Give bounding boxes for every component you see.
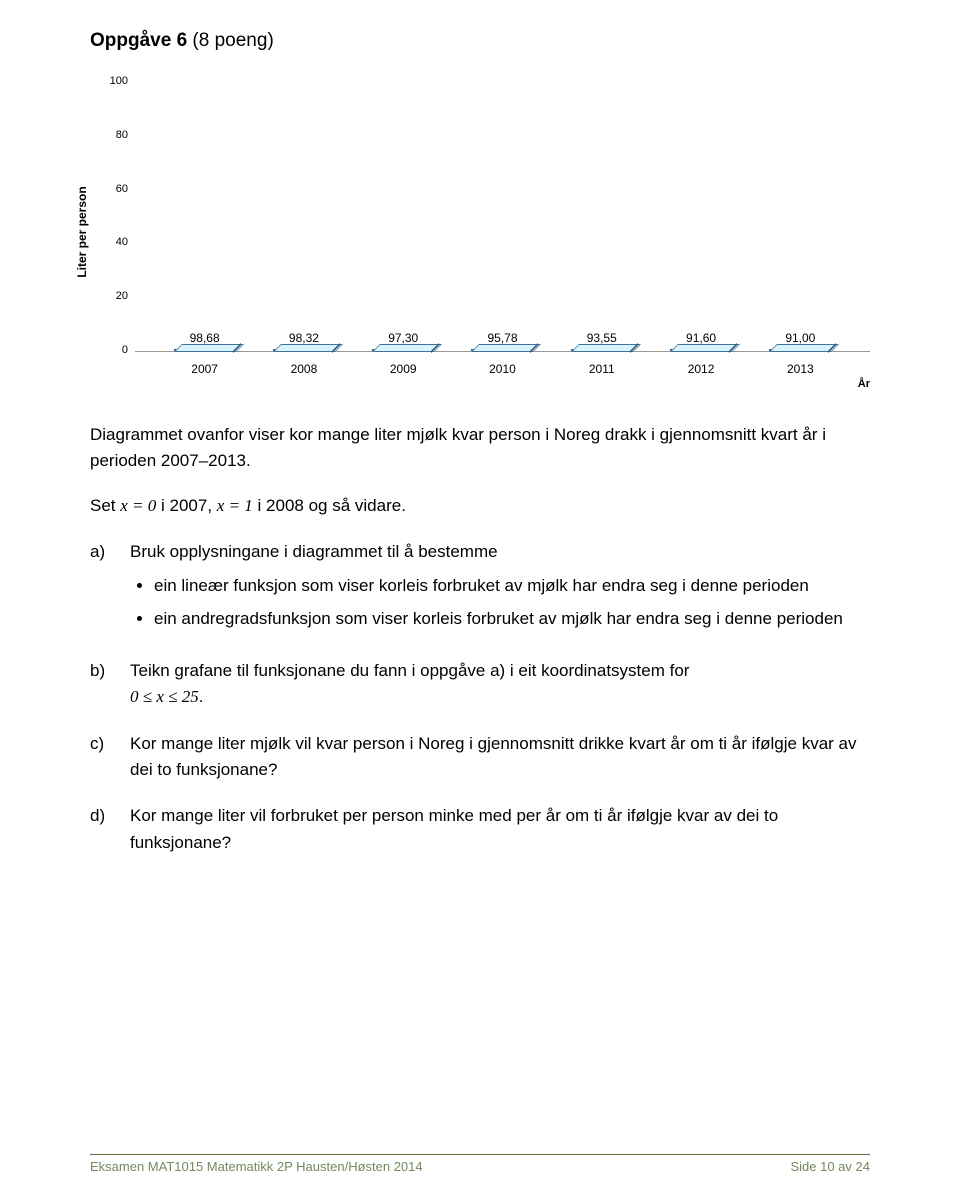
chart-xtick-label: 2013 — [751, 352, 850, 392]
chart-ytick-label: 60 — [100, 183, 128, 195]
chart-y-axis-label: Liter per person — [75, 186, 89, 277]
question-a-lead: Bruk opplysningane i diagrammet til å be… — [130, 542, 498, 561]
question-label: c) — [90, 731, 130, 784]
chart-bar-slot: 95,78 — [453, 331, 552, 351]
chart-xtick-label: 2007 — [155, 352, 254, 392]
task-title: Oppgåve 6 (8 poeng) — [90, 30, 870, 52]
chart-bar-slot: 98,68 — [155, 331, 254, 351]
chart-bar-slot: 93,55 — [552, 331, 651, 351]
intro-text: i 2008 og så vidare. — [258, 496, 406, 515]
chart-bar-value-label: 95,78 — [487, 331, 517, 345]
question-a: a) Bruk opplysningane i diagrammet til å… — [90, 539, 870, 638]
milk-bar-chart: Liter per person 98,6898,3297,3095,7893,… — [90, 72, 870, 392]
chart-xtick-label: 2009 — [354, 352, 453, 392]
chart-bar-value-label: 91,60 — [686, 331, 716, 345]
chart-ytick-label: 40 — [100, 236, 128, 248]
chart-xtick-label: 2012 — [651, 352, 750, 392]
chart-bar-value-label: 91,00 — [785, 331, 815, 345]
question-b: b) Teikn grafane til funksjonane du fann… — [90, 658, 870, 711]
question-d: d) Kor mange liter vil forbruket per per… — [90, 803, 870, 856]
question-d-text: Kor mange liter vil forbruket per person… — [130, 803, 870, 856]
question-label: a) — [90, 539, 130, 638]
footer-right: Side 10 av 24 — [790, 1159, 870, 1174]
chart-bar — [174, 349, 236, 351]
chart-ytick-label: 80 — [100, 129, 128, 141]
chart-bar — [372, 349, 434, 351]
math-x0: x = 0 — [120, 496, 156, 515]
chart-bar-slot: 97,30 — [354, 331, 453, 351]
intro-text: i 2007, — [161, 496, 217, 515]
intro-paragraph-2: Set x = 0 i 2007, x = 1 i 2008 og så vid… — [90, 493, 870, 519]
question-label: b) — [90, 658, 130, 711]
chart-bar-slot: 98,32 — [254, 331, 353, 351]
chart-bar-slot: 91,60 — [651, 331, 750, 351]
chart-bar-slot: 91,00 — [751, 331, 850, 351]
question-b-text-post: . — [199, 687, 204, 706]
chart-bar-value-label: 97,30 — [388, 331, 418, 345]
math-x1: x = 1 — [217, 496, 253, 515]
chart-bar — [571, 349, 633, 351]
chart-bar — [769, 349, 831, 351]
page-footer: Eksamen MAT1015 Matematikk 2P Hausten/Hø… — [90, 1154, 870, 1174]
chart-bar-value-label: 98,68 — [190, 331, 220, 345]
chart-x-axis: 2007200820092010201120122013 — [135, 352, 870, 392]
task-number: Oppgåve 6 — [90, 30, 187, 51]
chart-bar — [273, 349, 335, 351]
chart-ytick-label: 0 — [100, 344, 128, 356]
chart-xtick-label: 2011 — [552, 352, 651, 392]
question-a-bullet-1: ein lineær funksjon som viser korleis fo… — [154, 573, 870, 599]
question-b-text-pre: Teikn grafane til funksjonane du fann i … — [130, 661, 689, 680]
chart-xtick-label: 2010 — [453, 352, 552, 392]
chart-ytick-label: 100 — [100, 75, 128, 87]
footer-left: Eksamen MAT1015 Matematikk 2P Hausten/Hø… — [90, 1159, 423, 1174]
question-c-text: Kor mange liter mjølk vil kvar person i … — [130, 731, 870, 784]
intro-text: Set — [90, 496, 120, 515]
chart-ytick-label: 20 — [100, 290, 128, 302]
chart-bar-value-label: 93,55 — [587, 331, 617, 345]
question-label: d) — [90, 803, 130, 856]
chart-bar — [471, 349, 533, 351]
chart-x-axis-label: År — [858, 378, 870, 390]
chart-bar — [670, 349, 732, 351]
question-a-bullet-2: ein andregradsfunksjon som viser korleis… — [154, 606, 870, 632]
task-points: (8 poeng) — [187, 30, 274, 51]
chart-xtick-label: 2008 — [254, 352, 353, 392]
chart-bar-value-label: 98,32 — [289, 331, 319, 345]
question-c: c) Kor mange liter mjølk vil kvar person… — [90, 731, 870, 784]
intro-paragraph-1: Diagrammet ovanfor viser kor mange liter… — [90, 422, 870, 475]
chart-bars: 98,68 98,32 97,30 95,78 93,55 91,60 91,00 — [135, 82, 870, 351]
chart-plot-area: 98,6898,3297,3095,7893,5591,6091,00 0204… — [135, 82, 870, 352]
question-b-math: 0 ≤ x ≤ 25 — [130, 687, 199, 706]
